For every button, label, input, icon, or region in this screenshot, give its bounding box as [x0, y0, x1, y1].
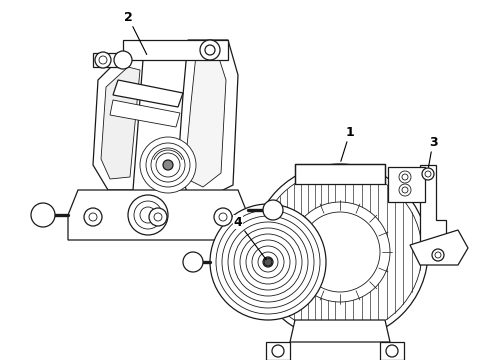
Circle shape [258, 170, 421, 334]
Circle shape [251, 246, 284, 278]
Circle shape [134, 201, 162, 229]
Circle shape [95, 52, 111, 68]
Polygon shape [265, 342, 289, 360]
Circle shape [385, 345, 397, 357]
Circle shape [204, 45, 215, 55]
Circle shape [240, 234, 295, 290]
Circle shape [271, 345, 284, 357]
Circle shape [258, 252, 278, 272]
Polygon shape [113, 80, 183, 107]
Polygon shape [178, 40, 238, 200]
Circle shape [219, 213, 226, 221]
Circle shape [227, 222, 307, 302]
Circle shape [200, 40, 220, 60]
Polygon shape [68, 190, 247, 240]
Circle shape [31, 203, 55, 227]
Circle shape [263, 200, 283, 220]
Circle shape [245, 240, 289, 284]
Circle shape [128, 195, 168, 235]
Circle shape [234, 228, 302, 296]
Circle shape [216, 210, 319, 314]
Circle shape [299, 212, 379, 292]
Circle shape [434, 252, 440, 258]
Circle shape [398, 184, 410, 196]
Circle shape [163, 160, 173, 170]
Circle shape [183, 252, 203, 272]
Circle shape [146, 143, 190, 187]
Circle shape [149, 208, 167, 226]
Circle shape [89, 213, 97, 221]
Circle shape [222, 216, 313, 308]
Circle shape [140, 137, 196, 193]
Circle shape [289, 202, 389, 302]
Polygon shape [379, 342, 403, 360]
Polygon shape [419, 165, 445, 255]
Circle shape [424, 171, 430, 177]
Circle shape [214, 208, 231, 226]
Circle shape [263, 257, 272, 267]
Text: 3: 3 [427, 135, 436, 167]
Circle shape [209, 204, 325, 320]
Polygon shape [294, 164, 384, 184]
Circle shape [84, 208, 102, 226]
Circle shape [99, 56, 107, 64]
Polygon shape [101, 67, 140, 179]
Text: 4: 4 [233, 216, 266, 260]
Circle shape [154, 213, 162, 221]
Polygon shape [409, 230, 467, 265]
Circle shape [401, 174, 407, 180]
Circle shape [151, 148, 184, 182]
Circle shape [156, 153, 180, 177]
Polygon shape [387, 167, 424, 202]
Polygon shape [93, 53, 123, 67]
Polygon shape [123, 40, 227, 60]
Polygon shape [93, 55, 142, 190]
Circle shape [140, 207, 156, 223]
Circle shape [251, 164, 427, 340]
Circle shape [398, 171, 410, 183]
Circle shape [421, 168, 433, 180]
Polygon shape [185, 55, 225, 187]
Circle shape [264, 258, 271, 266]
Circle shape [114, 51, 132, 69]
Polygon shape [110, 100, 180, 127]
Circle shape [431, 249, 443, 261]
Text: 2: 2 [123, 10, 146, 54]
Circle shape [265, 260, 269, 264]
Circle shape [401, 187, 407, 193]
Text: 1: 1 [340, 126, 354, 161]
Polygon shape [289, 320, 389, 342]
